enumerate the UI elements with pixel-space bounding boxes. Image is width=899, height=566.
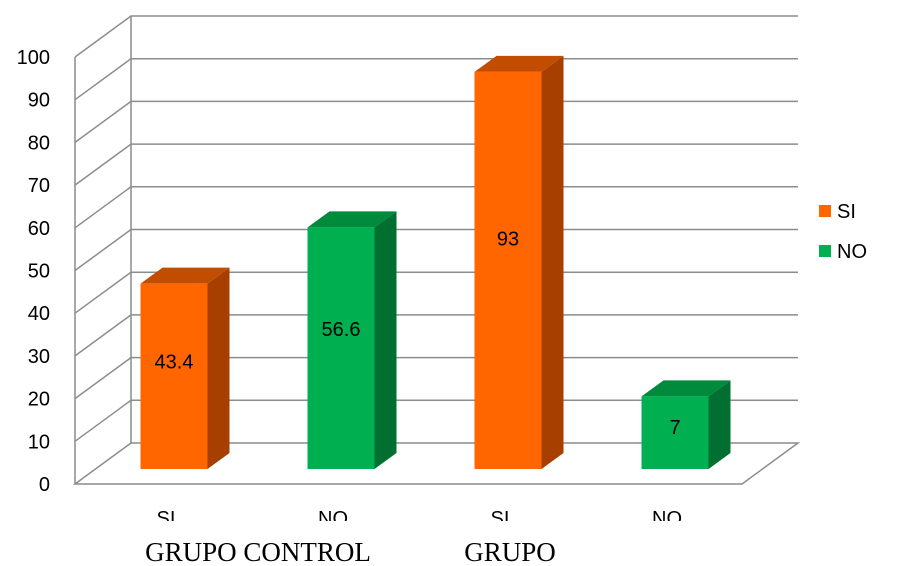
bar-front <box>140 283 208 469</box>
y-tick-label: 10 <box>28 431 50 453</box>
y-tick-label: 70 <box>28 175 50 197</box>
bar-top <box>641 380 731 397</box>
y-tick-label: 0 <box>39 474 50 496</box>
y-tick-label: 30 <box>28 346 50 368</box>
gridline <box>74 271 798 314</box>
x-group-label: GRUPO <box>464 537 556 566</box>
legend-label: SI <box>837 201 856 223</box>
y-axis-ticks: 0 10 20 30 40 50 60 70 80 90 100 <box>17 47 50 496</box>
gridlines <box>74 15 798 442</box>
y-tick-label: 80 <box>28 132 50 154</box>
gridline <box>74 356 798 400</box>
y-tick-label: 50 <box>28 261 50 283</box>
chart-floor <box>72 442 801 485</box>
data-label: 93 <box>497 229 519 251</box>
gridline <box>74 57 798 101</box>
bar-side <box>541 55 564 469</box>
bar-no-1: 56.6 <box>307 211 397 469</box>
bar-front <box>474 71 542 469</box>
y-tick-label: 60 <box>28 218 50 240</box>
bar-front <box>641 396 709 469</box>
gridline <box>74 186 798 229</box>
bar-side <box>207 267 230 469</box>
data-label: 7 <box>669 417 680 439</box>
x-group-label: GRUPO CONTROL <box>145 537 371 566</box>
gridline <box>74 228 798 272</box>
bar-front <box>307 227 375 469</box>
bars: 43.4 56.6 93 7 <box>140 55 731 469</box>
label-clip-mask <box>0 521 899 533</box>
bar-top <box>474 55 564 72</box>
legend-label: NO <box>837 241 867 263</box>
gridline <box>74 314 798 357</box>
gridline <box>74 143 798 186</box>
bar-top <box>307 211 397 228</box>
gridline <box>74 15 798 58</box>
bar-si-2: 93 <box>474 55 564 469</box>
legend-swatch <box>819 205 831 217</box>
y-tick-label: 90 <box>28 90 50 112</box>
bar-si-1: 43.4 <box>140 267 230 469</box>
data-label: 43.4 <box>155 352 194 374</box>
data-label: 56.6 <box>322 319 361 341</box>
legend-swatch <box>819 245 831 257</box>
legend: SI NO <box>819 201 867 263</box>
y-tick-label: 40 <box>28 303 50 325</box>
bar-side <box>374 211 397 469</box>
gridline <box>74 399 798 442</box>
bar-no-2: 7 <box>641 380 731 469</box>
y-tick-label: 100 <box>17 47 50 69</box>
bar-top <box>140 267 230 284</box>
gridline <box>74 100 798 144</box>
bar-side <box>708 380 731 469</box>
y-tick-label: 20 <box>28 389 50 411</box>
